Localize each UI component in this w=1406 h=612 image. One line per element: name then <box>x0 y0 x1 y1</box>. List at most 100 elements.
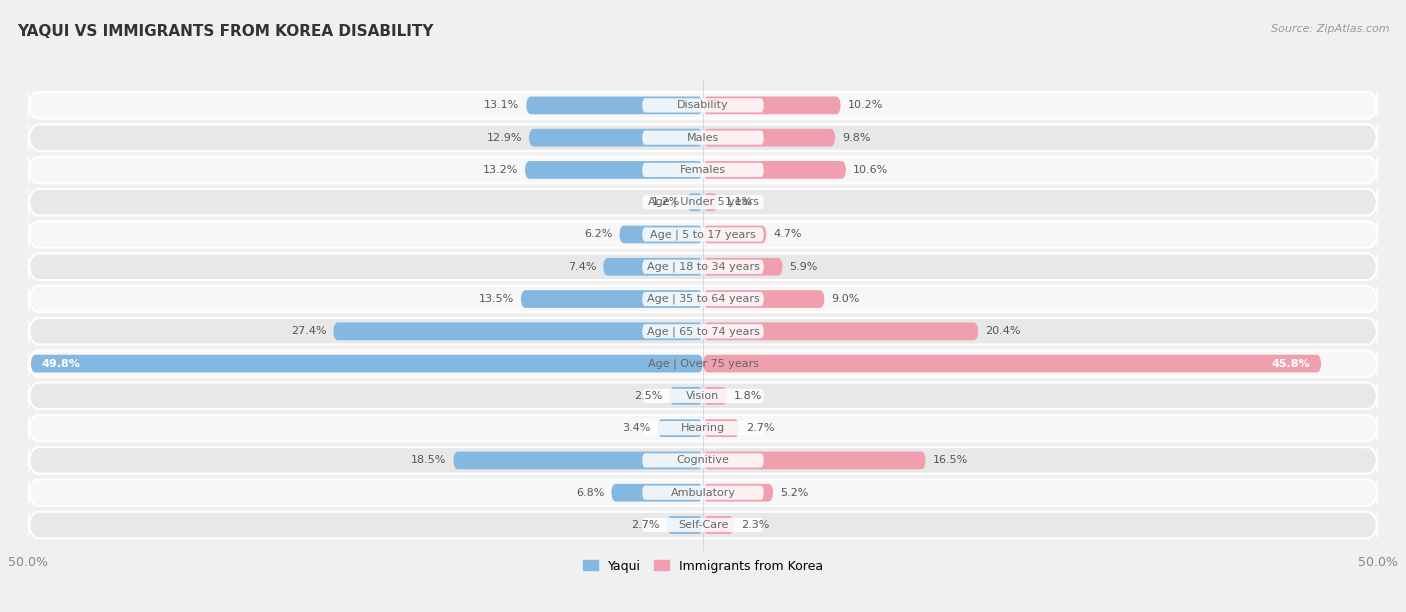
FancyBboxPatch shape <box>703 97 841 114</box>
FancyBboxPatch shape <box>28 512 1378 538</box>
Text: Age | 5 to 17 years: Age | 5 to 17 years <box>650 230 756 240</box>
Text: 4.7%: 4.7% <box>773 230 801 239</box>
Text: 9.8%: 9.8% <box>842 133 870 143</box>
FancyBboxPatch shape <box>703 323 979 340</box>
Text: Ambulatory: Ambulatory <box>671 488 735 498</box>
FancyBboxPatch shape <box>529 129 703 146</box>
Text: 45.8%: 45.8% <box>1272 359 1310 368</box>
FancyBboxPatch shape <box>703 516 734 534</box>
Text: 5.9%: 5.9% <box>789 262 818 272</box>
FancyBboxPatch shape <box>28 157 1378 183</box>
Text: 7.4%: 7.4% <box>568 262 596 272</box>
FancyBboxPatch shape <box>657 419 703 437</box>
Text: 1.8%: 1.8% <box>734 391 762 401</box>
FancyBboxPatch shape <box>643 292 763 306</box>
FancyBboxPatch shape <box>526 97 703 114</box>
FancyBboxPatch shape <box>28 222 1378 248</box>
Text: Hearing: Hearing <box>681 423 725 433</box>
FancyBboxPatch shape <box>703 226 766 244</box>
FancyBboxPatch shape <box>643 518 763 532</box>
FancyBboxPatch shape <box>643 453 763 468</box>
Text: 16.5%: 16.5% <box>932 455 967 465</box>
FancyBboxPatch shape <box>703 161 846 179</box>
FancyBboxPatch shape <box>28 253 1378 280</box>
Text: 1.2%: 1.2% <box>651 197 681 207</box>
FancyBboxPatch shape <box>686 193 703 211</box>
FancyBboxPatch shape <box>333 323 703 340</box>
Text: 27.4%: 27.4% <box>291 326 326 337</box>
Text: 20.4%: 20.4% <box>986 326 1021 337</box>
FancyBboxPatch shape <box>643 228 763 242</box>
Text: 12.9%: 12.9% <box>486 133 522 143</box>
Text: 2.3%: 2.3% <box>741 520 769 530</box>
FancyBboxPatch shape <box>28 318 1378 345</box>
FancyBboxPatch shape <box>524 161 703 179</box>
Text: 9.0%: 9.0% <box>831 294 859 304</box>
Text: 49.8%: 49.8% <box>42 359 80 368</box>
Text: Vision: Vision <box>686 391 720 401</box>
Text: 10.2%: 10.2% <box>848 100 883 110</box>
FancyBboxPatch shape <box>28 350 1378 377</box>
Text: 13.5%: 13.5% <box>479 294 515 304</box>
FancyBboxPatch shape <box>643 163 763 177</box>
FancyBboxPatch shape <box>643 259 763 274</box>
FancyBboxPatch shape <box>643 421 763 435</box>
FancyBboxPatch shape <box>666 516 703 534</box>
FancyBboxPatch shape <box>703 129 835 146</box>
FancyBboxPatch shape <box>703 387 727 405</box>
FancyBboxPatch shape <box>28 382 1378 409</box>
Text: Disability: Disability <box>678 100 728 110</box>
FancyBboxPatch shape <box>453 452 703 469</box>
Text: 2.7%: 2.7% <box>631 520 659 530</box>
Text: Age | Over 75 years: Age | Over 75 years <box>648 359 758 369</box>
FancyBboxPatch shape <box>643 389 763 403</box>
Text: 2.5%: 2.5% <box>634 391 662 401</box>
Text: 6.2%: 6.2% <box>583 230 613 239</box>
Text: Age | Under 5 years: Age | Under 5 years <box>648 197 758 207</box>
FancyBboxPatch shape <box>520 290 703 308</box>
FancyBboxPatch shape <box>703 484 773 502</box>
FancyBboxPatch shape <box>643 99 763 113</box>
Text: Age | 65 to 74 years: Age | 65 to 74 years <box>647 326 759 337</box>
Text: 1.1%: 1.1% <box>724 197 752 207</box>
FancyBboxPatch shape <box>643 195 763 209</box>
Text: Source: ZipAtlas.com: Source: ZipAtlas.com <box>1271 24 1389 34</box>
FancyBboxPatch shape <box>28 124 1378 151</box>
FancyBboxPatch shape <box>643 324 763 338</box>
FancyBboxPatch shape <box>28 479 1378 506</box>
Text: 6.8%: 6.8% <box>576 488 605 498</box>
Text: Cognitive: Cognitive <box>676 455 730 465</box>
FancyBboxPatch shape <box>643 485 763 500</box>
Text: 18.5%: 18.5% <box>411 455 447 465</box>
FancyBboxPatch shape <box>703 419 740 437</box>
Text: 2.7%: 2.7% <box>747 423 775 433</box>
FancyBboxPatch shape <box>28 415 1378 441</box>
FancyBboxPatch shape <box>703 290 824 308</box>
FancyBboxPatch shape <box>669 387 703 405</box>
FancyBboxPatch shape <box>28 447 1378 474</box>
Text: 3.4%: 3.4% <box>621 423 651 433</box>
FancyBboxPatch shape <box>703 258 783 275</box>
Text: Females: Females <box>681 165 725 175</box>
FancyBboxPatch shape <box>28 92 1378 119</box>
FancyBboxPatch shape <box>619 226 703 244</box>
Text: 10.6%: 10.6% <box>853 165 889 175</box>
FancyBboxPatch shape <box>28 286 1378 312</box>
FancyBboxPatch shape <box>703 193 718 211</box>
Text: 13.2%: 13.2% <box>482 165 517 175</box>
Text: Males: Males <box>688 133 718 143</box>
FancyBboxPatch shape <box>28 189 1378 215</box>
FancyBboxPatch shape <box>31 355 703 373</box>
Text: Age | 35 to 64 years: Age | 35 to 64 years <box>647 294 759 304</box>
Legend: Yaqui, Immigrants from Korea: Yaqui, Immigrants from Korea <box>578 554 828 578</box>
Text: Self-Care: Self-Care <box>678 520 728 530</box>
FancyBboxPatch shape <box>703 452 925 469</box>
FancyBboxPatch shape <box>603 258 703 275</box>
FancyBboxPatch shape <box>612 484 703 502</box>
Text: 13.1%: 13.1% <box>484 100 519 110</box>
Text: Age | 18 to 34 years: Age | 18 to 34 years <box>647 261 759 272</box>
FancyBboxPatch shape <box>703 355 1322 373</box>
Text: 5.2%: 5.2% <box>780 488 808 498</box>
Text: YAQUI VS IMMIGRANTS FROM KOREA DISABILITY: YAQUI VS IMMIGRANTS FROM KOREA DISABILIT… <box>17 24 433 40</box>
FancyBboxPatch shape <box>643 130 763 145</box>
